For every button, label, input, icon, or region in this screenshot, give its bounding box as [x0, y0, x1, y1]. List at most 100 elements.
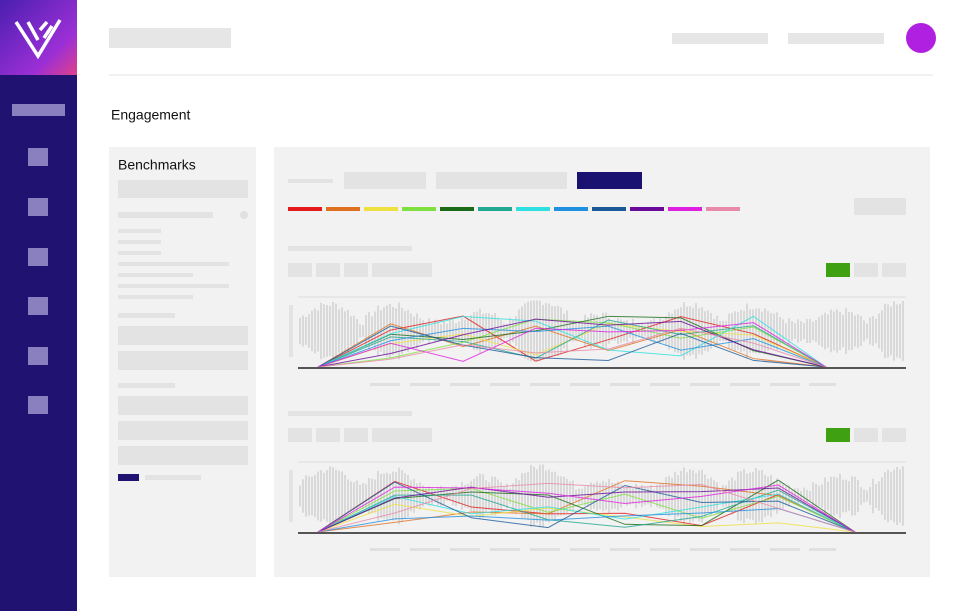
avatar[interactable]: [906, 23, 936, 53]
tick-placeholder: [770, 383, 800, 386]
legend-swatch: [402, 207, 436, 211]
chip-active[interactable]: [826, 428, 850, 442]
logo: [14, 19, 62, 60]
legend-swatch: [592, 207, 626, 211]
placeholder: [118, 262, 229, 266]
chip[interactable]: [344, 263, 368, 277]
chip[interactable]: [288, 263, 312, 277]
nav-icon[interactable]: [28, 198, 48, 216]
chip[interactable]: [288, 428, 312, 442]
tick-placeholder: [650, 383, 680, 386]
placeholder: [118, 421, 248, 440]
chip[interactable]: [372, 428, 432, 442]
placeholder: [109, 28, 231, 48]
decor-line: [317, 315, 827, 368]
decor-line: [317, 482, 856, 533]
tick-placeholder: [730, 548, 760, 551]
decor-line: [317, 508, 856, 533]
tick-placeholder: [570, 383, 600, 386]
header-link[interactable]: [788, 33, 884, 44]
chip[interactable]: [882, 263, 906, 277]
decor-line: [317, 489, 856, 533]
tick-placeholder: [450, 383, 480, 386]
decor-line: [317, 487, 856, 533]
tick-placeholder: [809, 383, 836, 386]
nav-icon[interactable]: [28, 396, 48, 414]
axis-stub: [289, 470, 293, 522]
tick-placeholder: [410, 548, 440, 551]
placeholder: [118, 351, 248, 370]
decor-line: [317, 325, 827, 368]
decor-line: [317, 484, 856, 533]
tick-placeholder: [690, 383, 720, 386]
decor-line: [317, 319, 827, 368]
chip[interactable]: [316, 428, 340, 442]
legend-swatch: [630, 207, 664, 211]
nav-icon[interactable]: [28, 347, 48, 365]
tick-placeholder: [530, 548, 560, 551]
chip[interactable]: [316, 263, 340, 277]
tick-placeholder: [570, 548, 600, 551]
placeholder: [118, 313, 175, 318]
tick-placeholder: [410, 383, 440, 386]
page-title: Engagement: [111, 107, 191, 123]
placeholder: [118, 383, 175, 388]
selected-marker: [118, 474, 139, 481]
button[interactable]: [577, 172, 642, 189]
tick-placeholder: [610, 548, 640, 551]
placeholder: [118, 212, 213, 218]
placeholder: [288, 411, 412, 416]
chip[interactable]: [344, 428, 368, 442]
tick-placeholder: [770, 548, 800, 551]
placeholder: [118, 229, 161, 233]
placeholder: [118, 284, 229, 288]
nav-label[interactable]: [12, 104, 65, 116]
tick-placeholder: [530, 383, 560, 386]
toggle[interactable]: [240, 211, 248, 219]
tick-placeholder: [370, 548, 400, 551]
nav-icon[interactable]: [28, 297, 48, 315]
chip[interactable]: [882, 428, 906, 442]
decor-line: [317, 318, 827, 368]
chip[interactable]: [372, 263, 432, 277]
legend-swatch: [668, 207, 702, 211]
decor-line: [317, 327, 827, 368]
filter[interactable]: [344, 172, 426, 189]
legend-swatch: [516, 207, 550, 211]
placeholder: [118, 273, 193, 277]
control[interactable]: [854, 198, 906, 215]
chip-active[interactable]: [826, 263, 850, 277]
axis-stub: [289, 305, 293, 357]
panel-title: Benchmarks: [118, 157, 196, 173]
decor-line: [317, 318, 827, 368]
tick-placeholder: [809, 548, 836, 551]
placeholder: [145, 475, 201, 480]
tick-placeholder: [730, 383, 760, 386]
decor-line: [317, 481, 856, 533]
legend-swatch: [440, 207, 474, 211]
filter[interactable]: [436, 172, 567, 189]
nav-icon[interactable]: [28, 248, 48, 266]
chip[interactable]: [854, 263, 878, 277]
legend-swatch: [554, 207, 588, 211]
header-link[interactable]: [672, 33, 768, 44]
decor-line: [317, 486, 856, 533]
placeholder: [288, 246, 412, 251]
legend-swatch: [326, 207, 360, 211]
tick-placeholder: [610, 383, 640, 386]
legend-swatch: [288, 207, 322, 211]
decor-line: [317, 493, 856, 533]
placeholder: [118, 396, 248, 415]
legend-swatch: [364, 207, 398, 211]
chip[interactable]: [854, 428, 878, 442]
legend-swatch: [706, 207, 740, 211]
nav-icon[interactable]: [28, 148, 48, 166]
placeholder: [118, 295, 193, 299]
placeholder: [118, 251, 161, 255]
placeholder: [288, 179, 333, 183]
tick-placeholder: [450, 548, 480, 551]
decor-line: [317, 479, 856, 533]
tick-placeholder: [690, 548, 720, 551]
